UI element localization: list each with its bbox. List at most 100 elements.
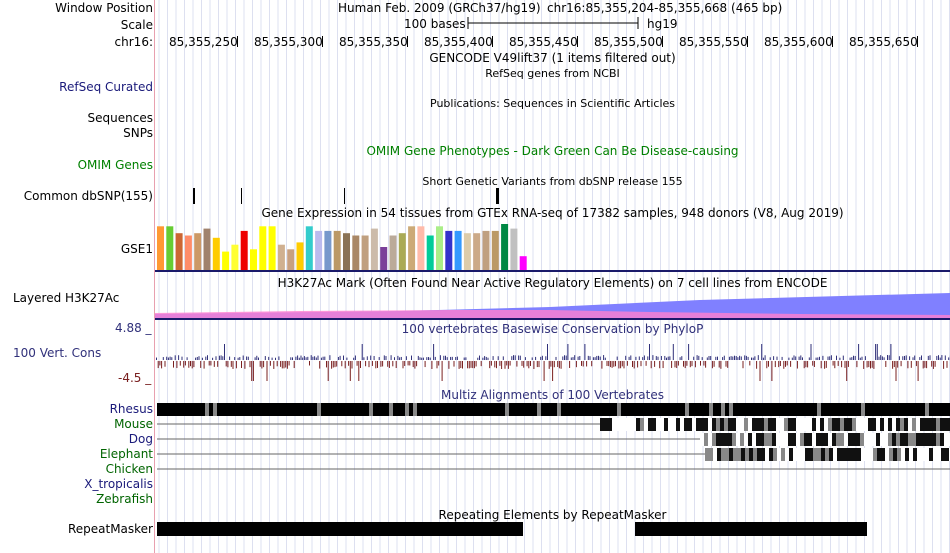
species-label[interactable]: Zebrafish — [96, 492, 153, 506]
gtex-tissue-bar — [389, 235, 397, 270]
multiz-alignment-block — [733, 403, 737, 416]
conservation-positive-bar — [948, 357, 950, 360]
conservation-positive-bar — [722, 357, 724, 360]
conservation-track-label[interactable]: 100 Vert. Cons — [13, 346, 102, 360]
conservation-positive-bar — [747, 356, 749, 360]
conservation-positive-bar — [455, 357, 457, 360]
conservation-negative-bar — [190, 361, 191, 367]
conservation-positive-bar — [562, 356, 564, 360]
multiz-alignment-block — [884, 433, 888, 446]
conservation-negative-bar — [662, 361, 664, 369]
conservation-negative-bar — [674, 361, 676, 368]
repeatmasker-track-title: Repeating Elements by RepeatMasker — [438, 508, 667, 522]
multiz-alignment-block — [772, 418, 776, 431]
multiz-alignment-block — [948, 418, 950, 431]
ruler-tick-mark — [662, 36, 663, 47]
multiz-alignment-block — [828, 433, 832, 446]
multiz-alignment-block — [321, 403, 325, 416]
multiz-alignment-block — [305, 403, 309, 416]
conservation-negative-bar — [606, 361, 608, 366]
multiz-alignment-block — [525, 403, 529, 416]
omim-track-label[interactable]: OMIM Genes — [77, 158, 153, 172]
conservation-positive-bar — [247, 356, 249, 360]
conservation-negative-bar — [184, 361, 186, 366]
gtex-tissue-bar — [380, 247, 388, 270]
multiz-alignment-block — [357, 403, 361, 416]
conservation-negative-bar — [778, 361, 780, 368]
multiz-alignment-block — [612, 418, 616, 431]
h3k27-track-label[interactable]: Layered H3K27Ac — [13, 291, 120, 305]
snps-track-label[interactable]: SNPs — [123, 126, 153, 140]
multiz-alignment-block — [537, 403, 541, 416]
multiz-alignment-block — [717, 403, 721, 416]
multiz-alignment-block — [601, 403, 605, 416]
conservation-positive-bar — [815, 357, 817, 360]
conservation-positive-bar — [751, 357, 752, 360]
conservation-negative-bar — [475, 361, 477, 367]
multiz-alignment-block — [745, 448, 749, 461]
conservation-positive-bar — [167, 357, 169, 360]
conservation-positive-bar — [405, 356, 407, 360]
conservation-positive-bar — [397, 355, 399, 360]
species-label[interactable]: Rhesus — [109, 402, 153, 416]
conservation-negative-bar — [654, 361, 656, 367]
conservation-positive-bar — [888, 355, 890, 360]
multiz-alignment-block — [189, 403, 193, 416]
species-label[interactable]: Elephant — [99, 447, 153, 461]
conservation-positive-bar — [162, 357, 164, 360]
conservation-positive-bar — [511, 356, 513, 360]
conservation-positive-bar — [541, 355, 543, 360]
conservation-positive-bar — [292, 357, 293, 360]
refseq-track-label[interactable]: RefSeq Curated — [59, 80, 153, 94]
conservation-positive-bar — [434, 356, 436, 360]
conservation-positive-bar — [929, 355, 931, 360]
repeatmasker-track-label[interactable]: RepeatMasker — [67, 522, 153, 536]
conservation-negative-bar — [915, 361, 917, 367]
conservation-negative-bar — [832, 361, 834, 366]
multiz-alignment-block — [917, 448, 921, 461]
species-label[interactable]: Chicken — [105, 462, 153, 476]
conservation-positive-bar — [688, 344, 690, 360]
conservation-negative-bar — [213, 361, 215, 367]
gencode-track-title[interactable]: GENCODE V49lift37 (1 items filtered out) — [429, 51, 676, 65]
sequences-track-label[interactable]: Sequences — [87, 111, 153, 125]
conservation-positive-bar — [638, 356, 640, 360]
multiz-alignment-block — [369, 403, 373, 416]
multiz-alignment-block — [876, 418, 880, 431]
multiz-alignment-block — [900, 433, 904, 446]
multiz-alignment-block — [804, 418, 808, 431]
multiz-alignment-block — [932, 433, 936, 446]
gtex-tissue-bar — [343, 233, 350, 270]
gtex-track-label[interactable]: GSE1 — [120, 242, 153, 256]
ruler-tick-label: 85,355,500 — [594, 35, 663, 49]
multiz-alignment-block — [693, 403, 697, 416]
species-label[interactable]: Mouse — [114, 417, 153, 431]
multiz-alignment-block — [581, 403, 585, 416]
multiz-alignment-block — [717, 448, 721, 461]
conservation-negative-bar — [358, 361, 360, 381]
multiz-alignment-block — [293, 403, 297, 416]
multiz-alignment-block — [409, 403, 413, 416]
multiz-alignment-block — [237, 403, 241, 416]
conservation-positive-bar — [450, 356, 452, 360]
conservation-positive-bar — [864, 356, 866, 360]
multiz-alignment-block — [848, 433, 852, 446]
conservation-positive-bar — [740, 356, 742, 360]
dbsnp-track-label[interactable]: Common dbSNP(155) — [23, 189, 153, 203]
multiz-alignment-block — [832, 418, 836, 431]
species-label[interactable]: X_tropicalis — [84, 477, 153, 491]
conservation-negative-bar — [676, 361, 678, 369]
multiz-alignment-block — [793, 448, 797, 461]
gtex-tissue-bar — [305, 226, 313, 270]
conservation-negative-bar — [499, 361, 501, 366]
multiz-alignment-block — [865, 403, 869, 416]
multiz-alignment-block — [889, 403, 893, 416]
multiz-alignment-block — [421, 403, 425, 416]
species-label[interactable]: Dog — [128, 432, 153, 446]
multiz-alignment-block — [745, 403, 749, 416]
multiz-alignment-block — [249, 403, 253, 416]
multiz-alignment-block — [493, 403, 497, 416]
multiz-alignment-block — [933, 403, 937, 416]
multiz-alignment-block — [817, 448, 821, 461]
